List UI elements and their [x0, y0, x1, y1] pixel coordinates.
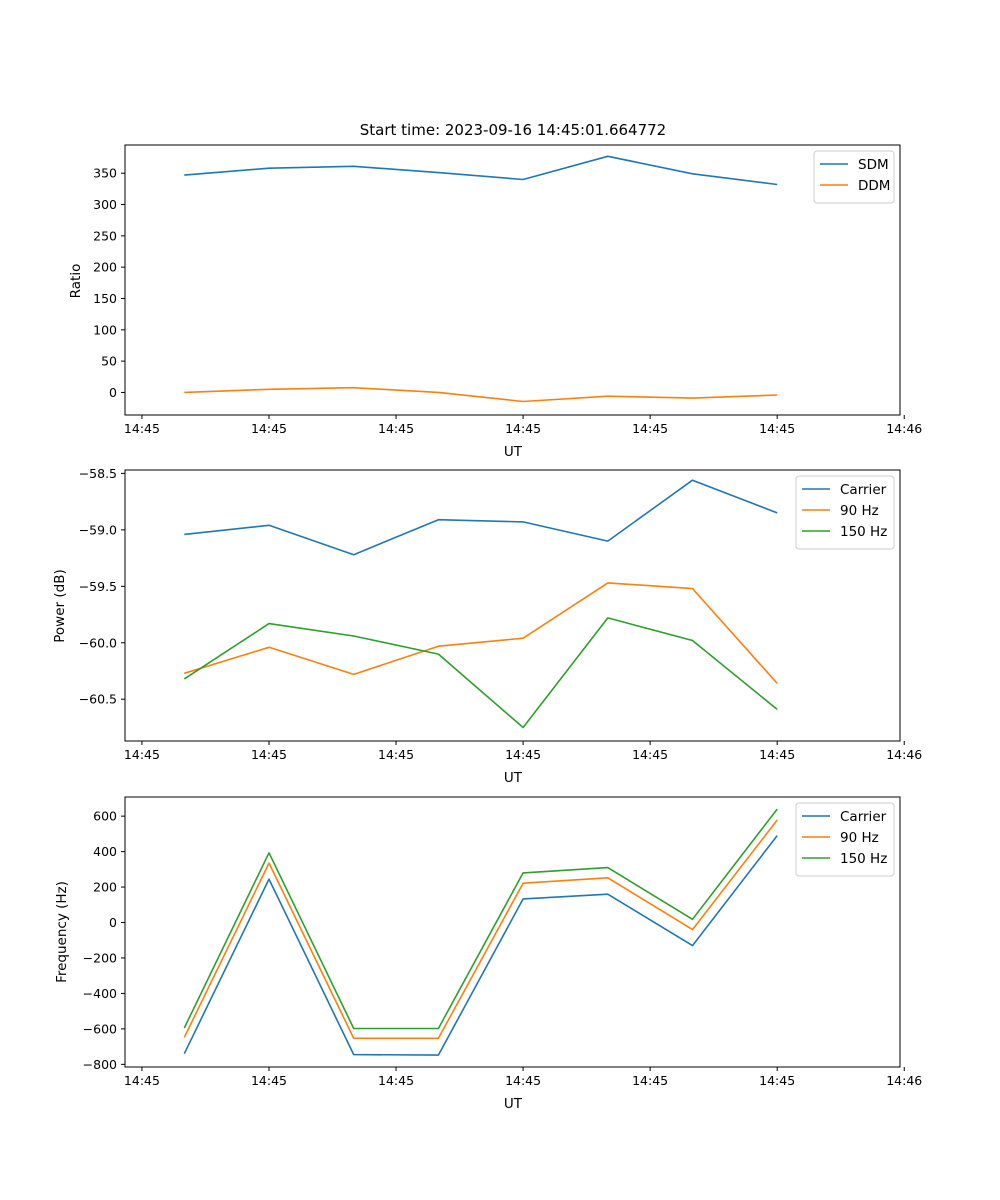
x-tick-label: 14:46 [886, 1073, 922, 1088]
series-line-90-hz [183, 819, 778, 1040]
y-tick-label: 400 [93, 844, 117, 859]
frequency-panel: UT Frequency (Hz) 14:45 14:45 14:45 14:45 14… [54, 796, 922, 1112]
y-tick-label: −60.0 [79, 635, 117, 650]
legend-label: 90 Hz [840, 830, 879, 846]
x-tick-label: 14:46 [886, 421, 922, 436]
power-panel: UT Power (dB) 14:45 14:45 14:45 14:45 14:45 1… [52, 466, 922, 786]
y-tick-label: −800 [83, 1057, 117, 1072]
y-axis-label: Frequency (Hz) [54, 881, 70, 983]
legend-label: 150 Hz [840, 851, 887, 867]
x-tick-label: 14:45 [632, 747, 668, 762]
x-tick-label: 14:45 [124, 1073, 160, 1088]
x-tick-label: 14:45 [124, 421, 160, 436]
y-tick-label: −59.5 [79, 579, 117, 594]
x-tick-label: 14:45 [632, 421, 668, 436]
legend-label: SDM [858, 157, 889, 173]
series-line-carrier [184, 479, 778, 556]
x-tick-label: 14:45 [251, 421, 287, 436]
x-tick-label: 14:45 [378, 747, 414, 762]
y-tick-label: −400 [83, 986, 117, 1001]
series-line-ddm [184, 386, 778, 403]
y-tick-label: −60.5 [79, 692, 117, 707]
y-tick-label: 100 [93, 322, 117, 337]
series-line-carrier [183, 835, 778, 1056]
y-tick-label: 250 [93, 228, 117, 243]
y-tick-label: 0 [109, 915, 117, 930]
legend-label: 90 Hz [840, 503, 879, 519]
x-axis-label: UT [504, 770, 523, 786]
x-tick-label: 14:45 [505, 421, 541, 436]
axes-frame [124, 469, 901, 742]
legend-label: Carrier [840, 809, 887, 825]
x-tick-label: 14:45 [124, 747, 160, 762]
y-axis-label: Power (dB) [52, 569, 68, 642]
x-tick-label: 14:45 [378, 421, 414, 436]
y-tick-label: 150 [93, 291, 117, 306]
series-line-sdm [184, 155, 778, 186]
y-tick-label: −59.0 [79, 522, 117, 537]
x-tick-label: 14:45 [632, 1073, 668, 1088]
y-tick-label: 300 [93, 197, 117, 212]
axes-frame [124, 144, 901, 416]
y-tick-label: 50 [101, 354, 117, 369]
y-tick-label: 350 [93, 166, 117, 181]
y-tick-label: 200 [93, 260, 117, 275]
x-axis-label: UT [504, 1096, 523, 1112]
y-tick-label: −200 [83, 950, 117, 965]
series-line-150-hz [183, 808, 778, 1030]
axes-frame [124, 796, 901, 1068]
y-tick-label: 200 [93, 880, 117, 895]
x-tick-label: 14:46 [886, 747, 922, 762]
legend-label: Carrier [840, 482, 887, 498]
y-tick-label: 600 [93, 809, 117, 824]
x-tick-label: 14:45 [759, 747, 795, 762]
x-axis-label: UT [504, 444, 523, 460]
ratio-panel: Start time: 2023-09-16 14:45:01.664772 U… [68, 121, 922, 460]
legend-label: DDM [858, 178, 890, 194]
series-line-90-hz [184, 582, 778, 684]
y-tick-label: −600 [83, 1021, 117, 1036]
x-tick-label: 14:45 [378, 1073, 414, 1088]
chart-title: Start time: 2023-09-16 14:45:01.664772 [360, 121, 666, 139]
x-tick-label: 14:45 [251, 747, 287, 762]
x-tick-label: 14:45 [505, 747, 541, 762]
x-tick-label: 14:45 [505, 1073, 541, 1088]
x-tick-label: 14:45 [251, 1073, 287, 1088]
y-tick-label: 0 [109, 385, 117, 400]
y-axis-label: Ratio [68, 264, 84, 299]
y-tick-label: −58.5 [79, 466, 117, 481]
x-tick-label: 14:45 [759, 421, 795, 436]
series-line-150-hz [183, 617, 778, 729]
legend-label: 150 Hz [840, 524, 887, 540]
x-tick-label: 14:45 [759, 1073, 795, 1088]
